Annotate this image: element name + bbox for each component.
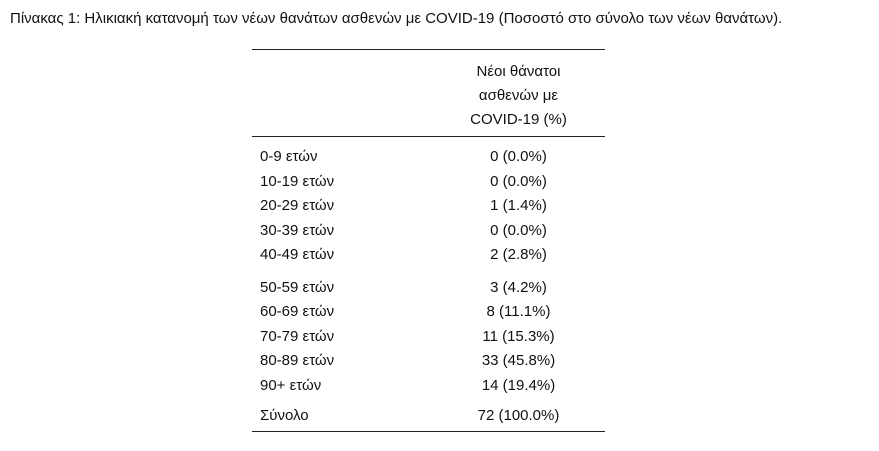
age-group-label: 0-9 ετών bbox=[260, 148, 318, 165]
table-total-row: Σύνολο 72 (100.0%) bbox=[252, 404, 605, 429]
table-row: 80-89 ετών 33 (45.8%) bbox=[252, 349, 605, 374]
age-group-label: 30-39 ετών bbox=[260, 221, 335, 239]
age-distribution-table: Νέοι θάνατοι ασθενών με COVID-19 (%) 0-9… bbox=[252, 49, 605, 432]
deaths-value: 8 (11.1%) bbox=[486, 303, 551, 320]
age-group-label: 90+ ετών bbox=[260, 376, 322, 394]
age-group-label: 70-79 ετών bbox=[260, 327, 335, 345]
column-header-line: Νέοι θάνατοι bbox=[476, 63, 561, 80]
header-empty-cell bbox=[252, 60, 432, 132]
row-group-gap bbox=[252, 268, 605, 276]
table-header-rule bbox=[252, 136, 605, 137]
deaths-value: 0 (0.0%) bbox=[490, 148, 547, 165]
table-body: 0-9 ετών 0 (0.0%) 10-19 ετών 0 (0.0%) 20… bbox=[252, 137, 605, 429]
age-group-label: 20-29 ετών bbox=[260, 197, 335, 214]
age-group-label: 80-89 ετών bbox=[260, 352, 335, 369]
table-row: 50-59 ετών 3 (4.2%) bbox=[252, 276, 605, 301]
table-row: 0-9 ετών 0 (0.0%) bbox=[252, 145, 605, 170]
total-label: Σύνολο bbox=[260, 407, 309, 424]
column-header-line: COVID-19 (%) bbox=[470, 111, 567, 128]
age-group-label: 10-19 ετών bbox=[260, 172, 335, 190]
deaths-value: 33 (45.8%) bbox=[481, 352, 556, 369]
table-caption: Πίνακας 1: Ηλικιακή κατανομή των νέων θα… bbox=[10, 10, 783, 27]
table-row: 70-79 ετών 11 (15.3%) bbox=[252, 325, 605, 350]
column-header-line: ασθενών με bbox=[478, 87, 559, 104]
table-row: 40-49 ετών 2 (2.8%) bbox=[252, 243, 605, 268]
deaths-value: 1 (1.4%) bbox=[490, 197, 547, 214]
deaths-value: 11 (15.3%) bbox=[482, 327, 555, 345]
deaths-value: 3 (4.2%) bbox=[490, 278, 547, 296]
table-row: 10-19 ετών 0 (0.0%) bbox=[252, 170, 605, 195]
age-group-label: 40-49 ετών bbox=[260, 246, 335, 263]
table-top-rule bbox=[252, 49, 605, 50]
deaths-value: 0 (0.0%) bbox=[490, 221, 547, 239]
column-header-deaths: Νέοι θάνατοι ασθενών με COVID-19 (%) bbox=[432, 60, 605, 132]
table-row: 60-69 ετών 8 (11.1%) bbox=[252, 300, 605, 325]
table-row: 20-29 ετών 1 (1.4%) bbox=[252, 194, 605, 219]
table-row: 90+ ετών 14 (19.4%) bbox=[252, 374, 605, 399]
age-group-label: 50-59 ετών bbox=[260, 278, 335, 296]
table-bottom-rule bbox=[252, 430, 605, 432]
table-header: Νέοι θάνατοι ασθενών με COVID-19 (%) bbox=[252, 50, 605, 132]
deaths-value: 0 (0.0%) bbox=[490, 172, 547, 190]
table-row: 30-39 ετών 0 (0.0%) bbox=[252, 219, 605, 244]
deaths-value: 14 (19.4%) bbox=[481, 376, 556, 394]
age-group-label: 60-69 ετών bbox=[260, 303, 335, 320]
deaths-value: 2 (2.8%) bbox=[490, 246, 547, 263]
total-value: 72 (100.0%) bbox=[477, 407, 560, 424]
